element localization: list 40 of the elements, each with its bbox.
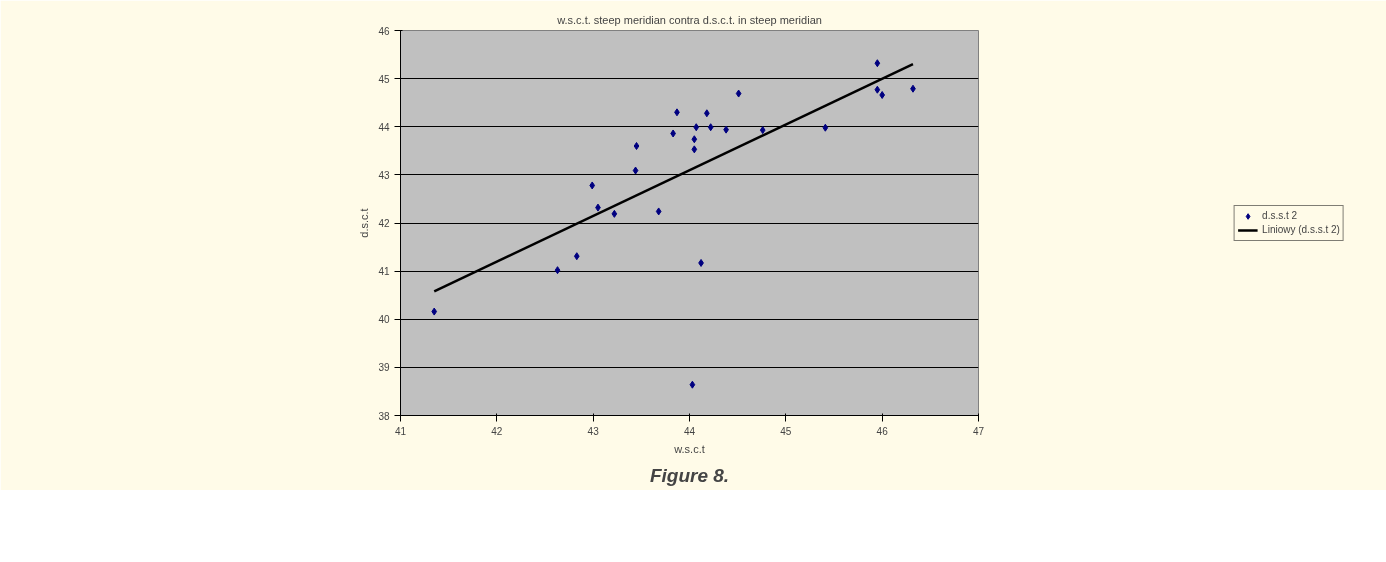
- point: [693, 123, 700, 132]
- y-tick-label: 45: [378, 73, 390, 85]
- x-tick-label: 45: [780, 425, 792, 437]
- point: [589, 181, 596, 190]
- point: [759, 126, 766, 135]
- point: [707, 123, 714, 132]
- y-tick-label: 42: [378, 218, 390, 229]
- legend-label: Liniowy (d.s.s.t 2): [1262, 223, 1340, 237]
- x-tick-label: 43: [587, 425, 600, 437]
- x-tick-label: 44: [683, 425, 696, 437]
- point: [691, 135, 698, 144]
- x-tick-label: 46: [876, 425, 889, 437]
- point: [573, 252, 580, 261]
- point: [874, 59, 881, 68]
- chart-title: w.s.c.t. steep meridian contra d.s.c.t. in steep meridian: [556, 13, 822, 26]
- point: [691, 145, 698, 154]
- y-tick-label: 40: [378, 314, 390, 326]
- caption: Figure 8.: [649, 464, 730, 486]
- y-tick-label: 41: [378, 266, 390, 278]
- legend-label: d.s.s.t 2: [1262, 209, 1298, 223]
- y-tick-label: 44: [378, 121, 390, 133]
- x-tick-label: 42: [491, 425, 503, 437]
- y-tick-label: 38: [378, 410, 390, 422]
- y-axis-title: d.s.c.t: [358, 208, 371, 238]
- y-tick-label: 43: [378, 169, 390, 181]
- point: [611, 209, 618, 218]
- x-tick-label: 41: [394, 425, 407, 437]
- x-tick-label: 47: [972, 425, 985, 437]
- point: [632, 166, 639, 175]
- point: [735, 89, 742, 98]
- point: [554, 266, 561, 275]
- y-tick-label: 46: [378, 25, 390, 37]
- point: [689, 380, 696, 389]
- x-axis-title: w.s.c.t: [673, 442, 705, 455]
- point: [633, 142, 640, 150]
- y-tick-label: 39: [378, 362, 390, 374]
- point: [655, 207, 662, 216]
- point: [431, 307, 438, 316]
- point: [874, 85, 881, 94]
- point: [822, 123, 829, 132]
